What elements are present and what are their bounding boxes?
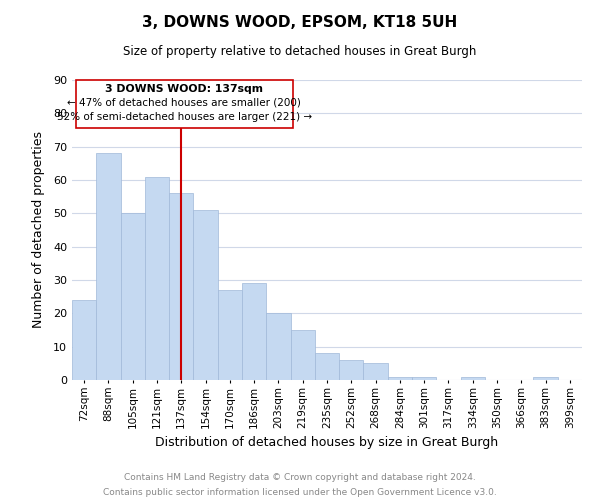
Bar — [315, 354, 339, 380]
Bar — [290, 330, 315, 380]
Bar — [72, 300, 96, 380]
Text: 52% of semi-detached houses are larger (221) →: 52% of semi-detached houses are larger (… — [57, 112, 312, 122]
Text: Size of property relative to detached houses in Great Burgh: Size of property relative to detached ho… — [124, 45, 476, 58]
Text: 3 DOWNS WOOD: 137sqm: 3 DOWNS WOOD: 137sqm — [106, 84, 263, 94]
FancyBboxPatch shape — [76, 80, 293, 128]
Text: Contains HM Land Registry data © Crown copyright and database right 2024.: Contains HM Land Registry data © Crown c… — [124, 473, 476, 482]
Bar — [193, 210, 218, 380]
Bar — [169, 194, 193, 380]
Text: Contains public sector information licensed under the Open Government Licence v3: Contains public sector information licen… — [103, 488, 497, 497]
Bar — [218, 290, 242, 380]
Bar — [533, 376, 558, 380]
Bar — [242, 284, 266, 380]
Text: ← 47% of detached houses are smaller (200): ← 47% of detached houses are smaller (20… — [67, 98, 301, 108]
Bar — [388, 376, 412, 380]
Bar — [121, 214, 145, 380]
X-axis label: Distribution of detached houses by size in Great Burgh: Distribution of detached houses by size … — [155, 436, 499, 449]
Bar — [461, 376, 485, 380]
Text: 3, DOWNS WOOD, EPSOM, KT18 5UH: 3, DOWNS WOOD, EPSOM, KT18 5UH — [142, 15, 458, 30]
Y-axis label: Number of detached properties: Number of detached properties — [32, 132, 44, 328]
Bar — [96, 154, 121, 380]
Bar — [339, 360, 364, 380]
Bar — [364, 364, 388, 380]
Bar — [266, 314, 290, 380]
Bar — [412, 376, 436, 380]
Bar — [145, 176, 169, 380]
